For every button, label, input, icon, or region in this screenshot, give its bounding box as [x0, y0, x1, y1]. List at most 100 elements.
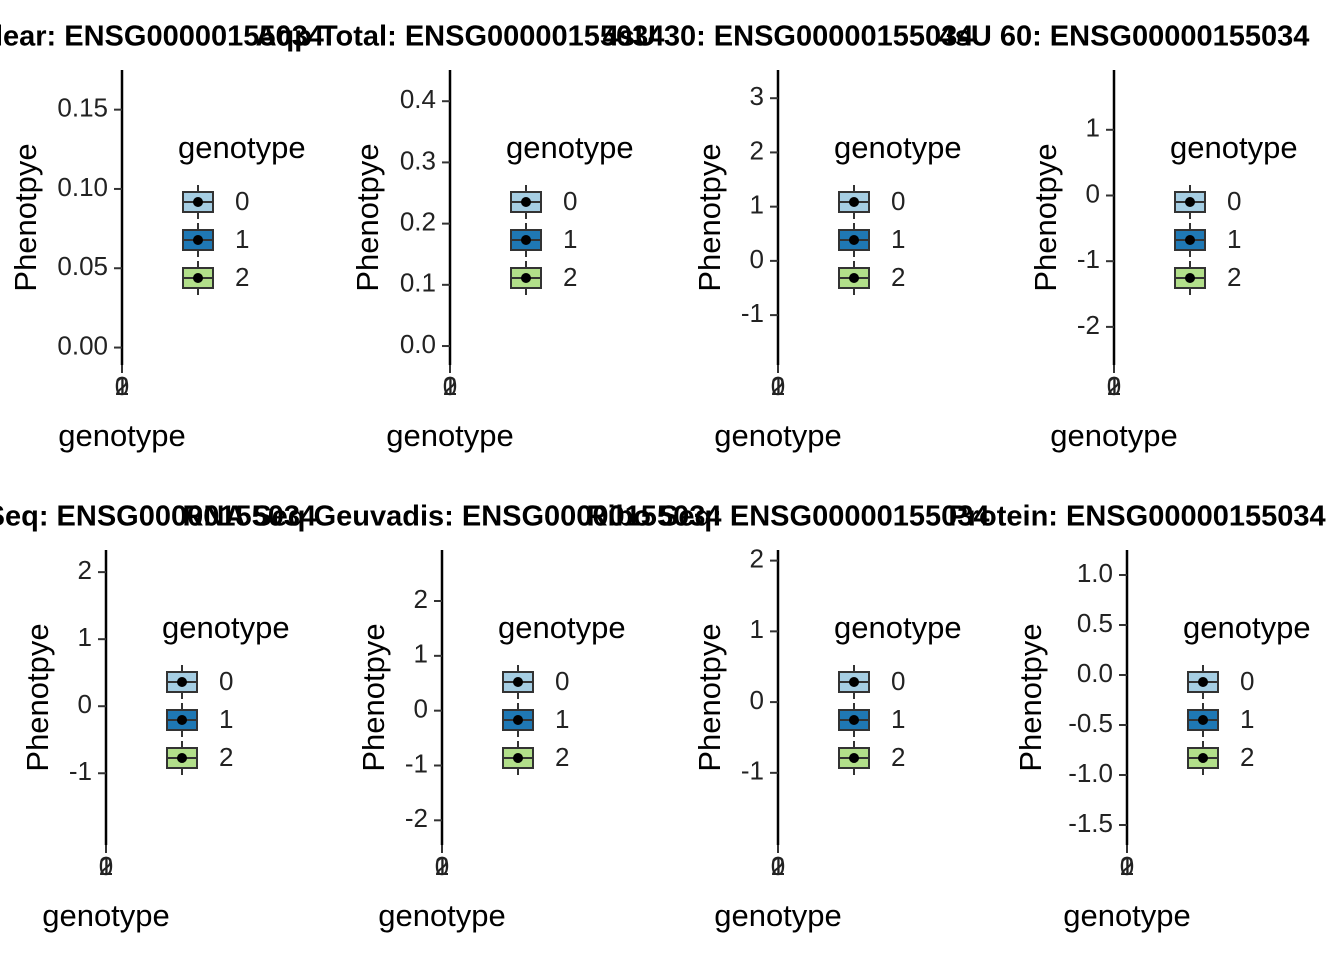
legend-label: 2: [891, 262, 905, 292]
legend-dot: [193, 197, 203, 207]
y-tick-label: 0: [78, 689, 92, 719]
legend-label: 2: [891, 742, 905, 772]
y-tick-label: 2: [414, 584, 428, 614]
x-axis-title: genotype: [1050, 418, 1178, 453]
y-tick-label: 0: [750, 244, 764, 274]
legend-dot: [513, 753, 523, 763]
y-tick-label: -0.5: [1068, 708, 1113, 738]
x-tick-label: 1: [1107, 371, 1121, 401]
panel-title: Aqp Total: ENSG00000155034: [256, 21, 665, 53]
legend-dot: [1198, 677, 1208, 687]
y-tick-label: 3: [750, 81, 764, 111]
legend-label: 0: [1227, 186, 1241, 216]
y-axis-title: Phenotpye: [350, 143, 385, 291]
legend-label: 2: [555, 742, 569, 772]
legend-dot: [849, 273, 859, 283]
x-tick-label: 1: [1120, 851, 1134, 881]
legend-label: 2: [563, 262, 577, 292]
y-tick-label: 0.00: [57, 330, 108, 360]
panel: Nuclear: ENSG00000155034 0.00 0.05 0.10 0.15…: [0, 21, 324, 454]
legend-title: genotype: [834, 130, 962, 165]
legend-label: 1: [1227, 224, 1241, 254]
y-tick-label: 2: [750, 543, 764, 573]
legend-label: 0: [235, 186, 249, 216]
legend-label: 0: [563, 186, 577, 216]
x-tick-label: 2: [771, 851, 785, 881]
x-tick-label: 2: [435, 851, 449, 881]
legend-label: 2: [1240, 742, 1254, 772]
y-tick-label: -2: [405, 803, 428, 833]
x-tick-label: 1: [435, 851, 449, 881]
panel-title: RNA Seq: ENSG00000155034: [0, 501, 316, 533]
y-axis-title: Phenotpye: [20, 623, 55, 771]
legend-dot: [1198, 715, 1208, 725]
legend-dot: [513, 715, 523, 725]
y-tick-label: -1: [69, 756, 92, 786]
panel-title: Ribo Seq: ENSG00000155034: [587, 501, 990, 533]
y-tick-label: -1: [741, 298, 764, 328]
x-tick-label: 0: [443, 371, 457, 401]
legend-dot: [849, 197, 859, 207]
x-tick-label: 2: [99, 851, 113, 881]
y-axis-title: Phenotpye: [692, 143, 727, 291]
panel: Aqp Total: ENSG00000155034 0.0 0.1 0.2 0.3 0.…: [256, 21, 665, 454]
legend-title: genotype: [498, 610, 626, 645]
legend-dot: [1185, 273, 1195, 283]
y-tick-label: 2: [750, 135, 764, 165]
legend-dot: [193, 235, 203, 245]
x-tick-label: 1: [443, 371, 457, 401]
y-axis-title: Phenotpye: [1028, 143, 1063, 291]
legend-title: genotype: [1183, 610, 1311, 645]
panel: Ribo Seq: ENSG00000155034-1012012genotyp…: [587, 501, 990, 934]
y-tick-label: 2: [78, 555, 92, 585]
legend-dot: [1185, 235, 1195, 245]
legend-title: genotype: [834, 610, 962, 645]
y-tick-label: -2: [1077, 310, 1100, 340]
legend-dot: [521, 273, 531, 283]
legend-label: 0: [219, 666, 233, 696]
legend-dot: [849, 235, 859, 245]
x-axis-title: genotype: [714, 898, 842, 933]
x-tick-label: 1: [771, 851, 785, 881]
legend-dot: [177, 677, 187, 687]
legend-title: genotype: [506, 130, 634, 165]
x-tick-label: 2: [1120, 851, 1134, 881]
x-axis-title: genotype: [386, 418, 514, 453]
legend-label: 1: [891, 704, 905, 734]
y-axis-title: Phenotpye: [692, 623, 727, 771]
panel: 4sU 60: ENSG00000155034-2-101012genotype…: [939, 21, 1310, 454]
legend-title: genotype: [1170, 130, 1298, 165]
legend-dot: [1185, 197, 1195, 207]
y-tick-label: 0.15: [57, 93, 108, 123]
y-axis-title: Phenotpye: [356, 623, 391, 771]
y-axis-title: Phenotpye: [8, 143, 43, 291]
panel: RNA Seq: ENSG00000155034-1012012genotype…: [0, 501, 316, 934]
panel: 4sU 30: ENSG00000155034-10123012genotype…: [603, 21, 974, 454]
y-tick-label: 0: [414, 694, 428, 724]
x-tick-label: 0: [771, 371, 785, 401]
x-tick-label: 1: [115, 371, 129, 401]
panel-title: Nuclear: ENSG00000155034: [0, 21, 324, 53]
y-tick-label: 1: [414, 639, 428, 669]
panel-title: 4sU 60: ENSG00000155034: [939, 21, 1310, 53]
y-tick-label: 0: [750, 685, 764, 715]
legend-dot: [193, 273, 203, 283]
legend-title: genotype: [178, 130, 306, 165]
panel-title: 4sU 30: ENSG00000155034: [603, 21, 974, 53]
x-axis-title: genotype: [714, 418, 842, 453]
legend-dot: [177, 753, 187, 763]
legend-label: 2: [1227, 262, 1241, 292]
legend-label: 1: [1240, 704, 1254, 734]
x-axis-title: genotype: [378, 898, 506, 933]
legend-dot: [177, 715, 187, 725]
y-tick-label: -1.0: [1068, 758, 1113, 788]
legend-label: 1: [891, 224, 905, 254]
y-tick-label: 0.5: [1077, 608, 1113, 638]
legend-label: 2: [219, 742, 233, 772]
legend-label: 0: [891, 186, 905, 216]
y-tick-label: 0.4: [400, 84, 436, 114]
y-tick-label: 0.05: [57, 251, 108, 281]
legend-dot: [849, 677, 859, 687]
x-tick-label: 2: [443, 371, 457, 401]
